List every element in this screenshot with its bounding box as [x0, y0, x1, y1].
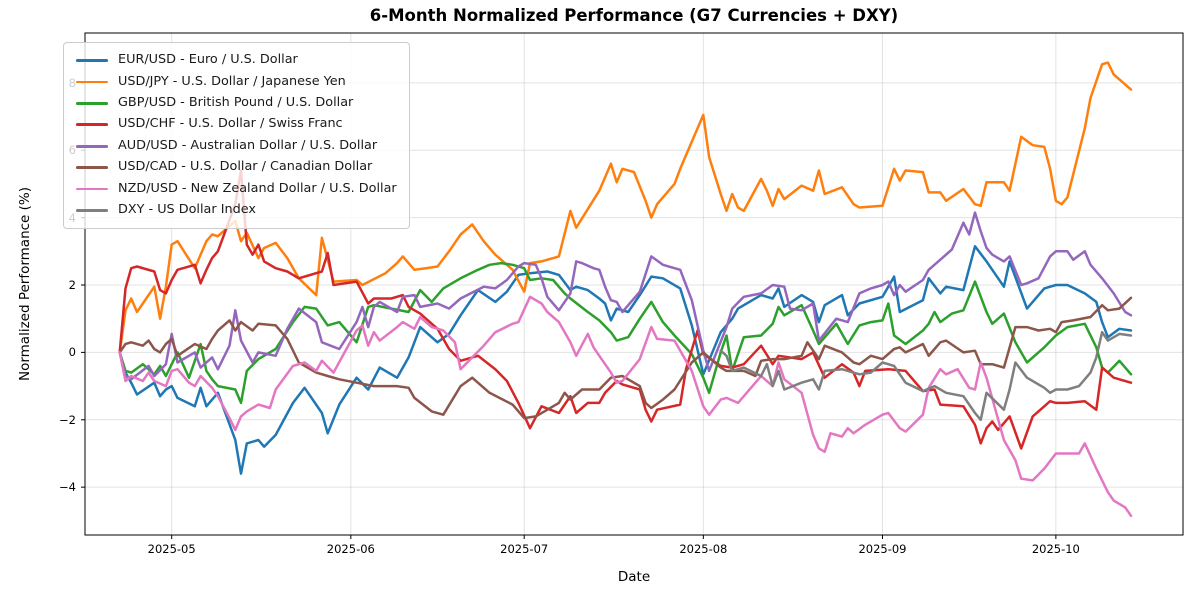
x-tick-label: 2025-05 — [147, 542, 196, 556]
legend-label: USD/CAD - U.S. Dollar / Canadian Dollar — [118, 159, 373, 175]
chart-title: 6-Month Normalized Performance (G7 Curre… — [369, 6, 899, 25]
legend-label: NZD/USD - New Zealand Dollar / U.S. Doll… — [118, 180, 397, 196]
x-tick-label: 2025-10 — [1031, 542, 1080, 556]
series-line-AUD-USD — [118, 211, 1133, 381]
y-tick-label: 0 — [68, 345, 76, 360]
legend-item-USD-JPY: USD/JPY - U.S. Dollar / Japanese Yen — [74, 71, 397, 92]
series-line-DXY — [719, 330, 1133, 422]
legend-line-swatch — [76, 209, 108, 212]
y-tick-label: −2 — [59, 412, 76, 427]
legend-label: AUD/USD - Australian Dollar / U.S. Dolla… — [118, 137, 378, 153]
series-line-NZD-USD — [118, 295, 1133, 518]
x-tick-label: 2025-08 — [679, 542, 728, 556]
y-tick-label: −4 — [59, 480, 76, 495]
legend-label: USD/JPY - U.S. Dollar / Japanese Yen — [118, 73, 346, 89]
x-axis-label: Date — [617, 569, 651, 585]
legend-line-swatch — [76, 123, 108, 127]
legend-item-USD-CAD: USD/CAD - U.S. Dollar / Canadian Dollar — [74, 157, 397, 178]
series-line-EUR-USD — [118, 245, 1133, 475]
legend-label: DXY - US Dollar Index — [118, 202, 256, 218]
legend-item-NZD-USD: NZD/USD - New Zealand Dollar / U.S. Doll… — [74, 178, 397, 199]
x-tick-label: 2025-06 — [326, 542, 375, 556]
legend-label: GBP/USD - British Pound / U.S. Dollar — [118, 95, 354, 111]
axes-spines — [81, 32, 1184, 539]
series-line-USD-CAD — [118, 296, 1133, 420]
legend-item-AUD-USD: AUD/USD - Australian Dollar / U.S. Dolla… — [74, 136, 397, 157]
legend-item-GBP-USD: GBP/USD - British Pound / U.S. Dollar — [74, 93, 397, 114]
x-tick-label: 2025-09 — [858, 542, 907, 556]
legend-label: USD/CHF - U.S. Dollar / Swiss Franc — [118, 116, 343, 132]
legend-item-DXY: DXY - US Dollar Index — [74, 200, 397, 221]
x-tick-label: 2025-07 — [500, 542, 549, 556]
y-tick-label: 2 — [68, 278, 76, 292]
legend: EUR/USD - Euro / U.S. Dollar USD/JPY - U.… — [63, 42, 410, 230]
legend-item-EUR-USD: EUR/USD - Euro / U.S. Dollar — [74, 50, 397, 71]
series-line-GBP-USD — [118, 261, 1133, 405]
legend-item-USD-CHF: USD/CHF - U.S. Dollar / Swiss Franc — [74, 114, 397, 135]
legend-line-swatch — [76, 187, 108, 191]
legend-line-swatch — [76, 59, 108, 63]
plot-border — [84, 32, 1184, 536]
legend-label: EUR/USD - Euro / U.S. Dollar — [118, 52, 298, 68]
legend-line-swatch — [76, 80, 108, 84]
legend-line-swatch — [76, 102, 108, 105]
legend-line-swatch — [76, 144, 108, 148]
legend-line-swatch — [76, 166, 108, 170]
y-axis-label: Normalized Performance (%) — [17, 186, 33, 382]
